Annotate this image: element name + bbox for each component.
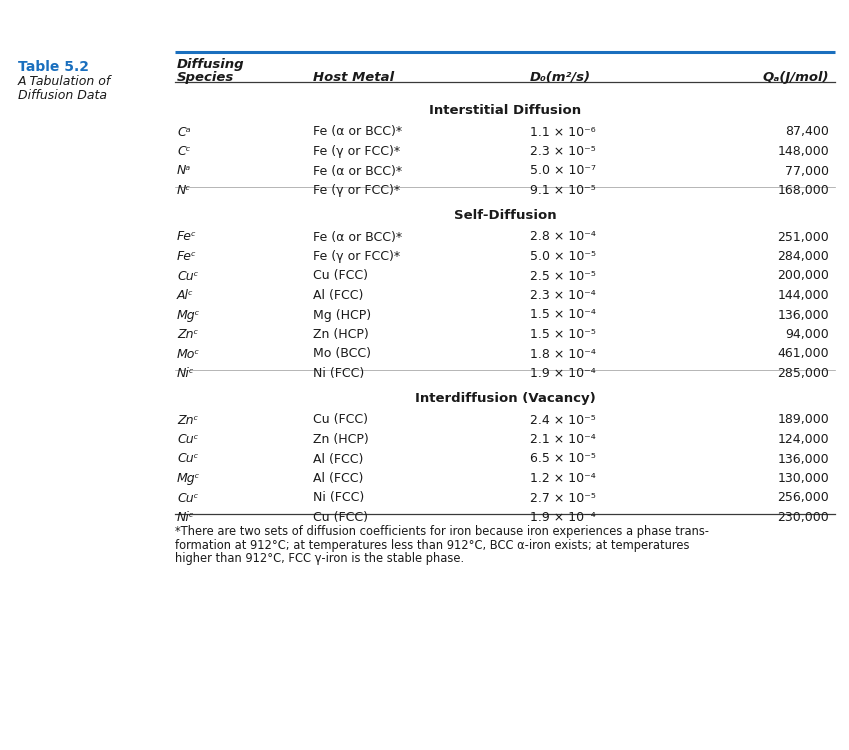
Text: D₀(m²/s): D₀(m²/s) (530, 71, 591, 84)
Text: Fe (α or BCC)*: Fe (α or BCC)* (313, 164, 402, 178)
Text: Cuᶜ: Cuᶜ (177, 491, 199, 505)
Text: Self-Diffusion: Self-Diffusion (453, 209, 556, 222)
Text: Znᶜ: Znᶜ (177, 413, 198, 427)
Text: Cu (FCC): Cu (FCC) (313, 269, 368, 283)
Text: Cu (FCC): Cu (FCC) (313, 511, 368, 524)
Text: Cuᶜ: Cuᶜ (177, 433, 199, 446)
Text: Cuᶜ: Cuᶜ (177, 269, 199, 283)
Text: Table 5.2: Table 5.2 (18, 60, 89, 74)
Text: 2.1 × 10⁻⁴: 2.1 × 10⁻⁴ (530, 433, 596, 446)
Text: Mgᶜ: Mgᶜ (177, 472, 200, 485)
Text: *There are two sets of diffusion coefficients for iron because iron experiences : *There are two sets of diffusion coeffic… (175, 525, 709, 538)
Text: 77,000: 77,000 (785, 164, 829, 178)
Text: 6.5 × 10⁻⁵: 6.5 × 10⁻⁵ (530, 452, 596, 466)
Text: 9.1 × 10⁻⁵: 9.1 × 10⁻⁵ (530, 184, 596, 197)
Text: 87,400: 87,400 (785, 125, 829, 139)
Text: Mg (HCP): Mg (HCP) (313, 308, 371, 322)
Text: 5.0 × 10⁻⁷: 5.0 × 10⁻⁷ (530, 164, 596, 178)
Text: higher than 912°C, FCC γ-iron is the stable phase.: higher than 912°C, FCC γ-iron is the sta… (175, 552, 464, 565)
Text: Interstitial Diffusion: Interstitial Diffusion (429, 104, 581, 117)
Text: Fe (γ or FCC)*: Fe (γ or FCC)* (313, 184, 400, 197)
Text: 136,000: 136,000 (778, 452, 829, 466)
Text: Znᶜ: Znᶜ (177, 328, 198, 341)
Text: 189,000: 189,000 (777, 413, 829, 427)
Text: 2.7 × 10⁻⁵: 2.7 × 10⁻⁵ (530, 491, 596, 505)
Text: Nᵃ: Nᵃ (177, 164, 191, 178)
Text: Fe (γ or FCC)*: Fe (γ or FCC)* (313, 250, 400, 263)
Text: Qₐ(J/mol): Qₐ(J/mol) (762, 71, 829, 84)
Text: Feᶜ: Feᶜ (177, 250, 197, 263)
Text: Cᵃ: Cᵃ (177, 125, 191, 139)
Text: 1.5 × 10⁻⁴: 1.5 × 10⁻⁴ (530, 308, 596, 322)
Text: Mo (BCC): Mo (BCC) (313, 347, 371, 361)
Text: formation at 912°C; at temperatures less than 912°C, BCC α-iron exists; at tempe: formation at 912°C; at temperatures less… (175, 538, 689, 551)
Text: 130,000: 130,000 (777, 472, 829, 485)
Text: 200,000: 200,000 (777, 269, 829, 283)
Text: 230,000: 230,000 (777, 511, 829, 524)
Text: 1.2 × 10⁻⁴: 1.2 × 10⁻⁴ (530, 472, 596, 485)
Text: Zn (HCP): Zn (HCP) (313, 328, 368, 341)
Text: 144,000: 144,000 (778, 289, 829, 302)
Text: 1.8 × 10⁻⁴: 1.8 × 10⁻⁴ (530, 347, 596, 361)
Text: Al (FCC): Al (FCC) (313, 452, 363, 466)
Text: 136,000: 136,000 (778, 308, 829, 322)
Text: 2.5 × 10⁻⁵: 2.5 × 10⁻⁵ (530, 269, 596, 283)
Text: Al (FCC): Al (FCC) (313, 472, 363, 485)
Text: Fe (α or BCC)*: Fe (α or BCC)* (313, 125, 402, 139)
Text: Cu (FCC): Cu (FCC) (313, 413, 368, 427)
Text: Cuᶜ: Cuᶜ (177, 452, 199, 466)
Text: Niᶜ: Niᶜ (177, 367, 194, 380)
Text: Feᶜ: Feᶜ (177, 230, 197, 244)
Text: Cᶜ: Cᶜ (177, 145, 190, 158)
Text: 461,000: 461,000 (778, 347, 829, 361)
Text: 5.0 × 10⁻⁵: 5.0 × 10⁻⁵ (530, 250, 596, 263)
Text: Ni (FCC): Ni (FCC) (313, 491, 364, 505)
Text: 2.3 × 10⁻⁴: 2.3 × 10⁻⁴ (530, 289, 596, 302)
Text: 284,000: 284,000 (777, 250, 829, 263)
Text: Species: Species (177, 71, 234, 84)
Text: 1.1 × 10⁻⁶: 1.1 × 10⁻⁶ (530, 125, 596, 139)
Text: Fe (γ or FCC)*: Fe (γ or FCC)* (313, 145, 400, 158)
Text: 94,000: 94,000 (785, 328, 829, 341)
Text: Interdiffusion (Vacancy): Interdiffusion (Vacancy) (414, 392, 595, 405)
Text: Host Metal: Host Metal (313, 71, 394, 84)
Text: 2.4 × 10⁻⁵: 2.4 × 10⁻⁵ (530, 413, 596, 427)
Text: Mgᶜ: Mgᶜ (177, 308, 200, 322)
Text: 2.3 × 10⁻⁵: 2.3 × 10⁻⁵ (530, 145, 596, 158)
Text: A Tabulation of: A Tabulation of (18, 75, 111, 88)
Text: Diffusion Data: Diffusion Data (18, 89, 107, 102)
Text: 1.9 × 10⁻⁴: 1.9 × 10⁻⁴ (530, 511, 596, 524)
Text: Niᶜ: Niᶜ (177, 511, 194, 524)
Text: Ni (FCC): Ni (FCC) (313, 367, 364, 380)
Text: Zn (HCP): Zn (HCP) (313, 433, 368, 446)
Text: Diffusing: Diffusing (177, 58, 245, 71)
Text: Fe (α or BCC)*: Fe (α or BCC)* (313, 230, 402, 244)
Text: 168,000: 168,000 (777, 184, 829, 197)
Text: 124,000: 124,000 (778, 433, 829, 446)
Text: 148,000: 148,000 (777, 145, 829, 158)
Text: 285,000: 285,000 (777, 367, 829, 380)
Text: Moᶜ: Moᶜ (177, 347, 200, 361)
Text: Nᶜ: Nᶜ (177, 184, 191, 197)
Text: 256,000: 256,000 (777, 491, 829, 505)
Text: Alᶜ: Alᶜ (177, 289, 194, 302)
Text: Al (FCC): Al (FCC) (313, 289, 363, 302)
Text: 2.8 × 10⁻⁴: 2.8 × 10⁻⁴ (530, 230, 596, 244)
Text: 1.5 × 10⁻⁵: 1.5 × 10⁻⁵ (530, 328, 596, 341)
Text: 251,000: 251,000 (777, 230, 829, 244)
Text: 1.9 × 10⁻⁴: 1.9 × 10⁻⁴ (530, 367, 596, 380)
